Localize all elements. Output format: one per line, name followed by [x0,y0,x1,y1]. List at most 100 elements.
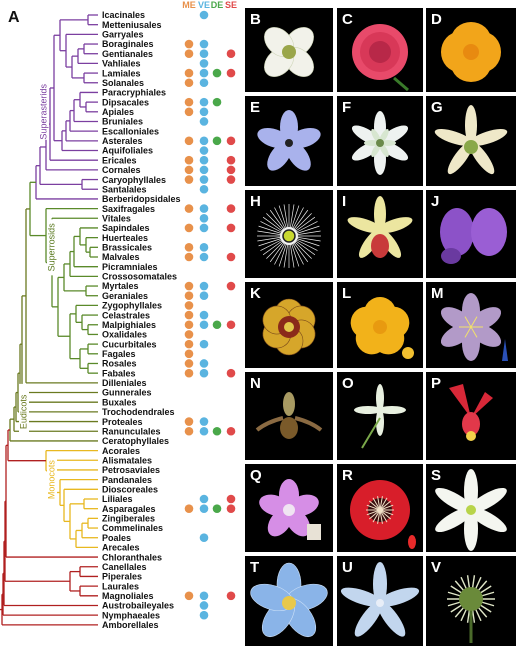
petal [259,494,291,517]
dot-ve [199,320,209,330]
order-label: Picramniales [102,262,158,272]
petal [257,128,291,149]
dot-ve [199,10,209,20]
order-label: Asterales [102,136,143,146]
petal [441,32,477,72]
dot-ve [199,184,209,194]
order-label: Proteales [102,417,143,427]
petal [469,129,508,146]
filament [366,504,381,511]
dot-de [212,426,222,436]
panel-letter: J [431,193,439,210]
dot-ve [199,310,209,320]
flower-illustration [449,384,493,441]
order-label: Laurales [102,581,139,591]
filament [379,496,383,511]
order-label: Magnoliales [102,591,154,601]
flower-panel-t: T [245,556,333,646]
dot-se [226,175,236,184]
flower-panel-q: Q [245,464,333,552]
panel-letter: E [250,99,260,116]
order-label: Apiales [102,107,134,117]
flower-illustration [347,196,413,258]
filament [372,509,381,523]
petal [377,217,413,234]
dot-me [184,591,194,601]
flower-illustration [255,392,323,439]
order-label: Garryales [102,30,144,40]
dot-me [184,281,194,291]
flower-illustration [354,384,406,449]
petal [354,406,382,414]
filament [368,509,381,520]
orchid-lip [371,234,389,258]
filament [379,509,383,524]
petal [354,600,383,637]
order-label: Cornales [102,165,141,175]
clade-label-bg [19,383,29,440]
flower-panel-n: N [245,372,333,460]
dot-ve [199,426,209,436]
panel-letter: M [431,285,444,302]
bud [402,347,414,359]
panel-letter: D [431,11,442,28]
flower-illustration [340,562,420,637]
panel-letter: G [431,99,443,116]
dot-me [184,136,194,146]
order-label: Nymphaeales [102,610,160,620]
petal [340,587,383,607]
flower-illustration [435,469,507,551]
order-label: Alismatales [102,455,152,465]
dot-de [212,97,222,107]
dot-ve [199,175,209,184]
flower-center [282,596,296,610]
dot-ve [199,155,209,165]
dot-se [226,281,236,291]
order-label: Celastrales [102,310,150,320]
clade-label-bg [39,83,49,140]
petal [376,384,384,412]
dot-ve [199,213,209,223]
order-label: Malpighiales [102,320,156,330]
order-label: Myrtales [102,281,139,291]
dot-de [212,68,222,78]
order-label: Dipsacales [102,97,149,107]
order-label: Bruniales [102,117,143,127]
flower-pistil [284,322,294,332]
petal [468,506,507,533]
flower-panel-v: V [426,556,516,646]
dot-ve [199,533,209,543]
flower-center [376,599,384,607]
petal [462,412,480,436]
petal [351,125,381,145]
flower-panel-u: U [337,556,423,646]
order-label: Ceratophyllales [102,436,169,446]
order-label: Santalales [102,184,147,194]
dot-me [184,175,194,184]
rose-inner [369,41,391,63]
flower-illustration [440,293,508,361]
flower-center [283,504,295,516]
order-label: Rosales [102,359,137,369]
flower-panels: B C D E F G H I J K L M N O P Q R S T U V [245,8,516,646]
dorsal-sepal [283,392,295,416]
dot-me [184,243,194,252]
dot-me [184,368,194,378]
dot-ve [199,78,209,88]
dot-ve [199,117,209,126]
filament [379,509,388,523]
dot-ve [199,252,209,262]
order-label: Malvales [102,252,140,262]
flower-illustration [350,480,416,549]
petal [373,562,387,606]
dot-ve [199,417,209,426]
expression-dots [184,10,236,620]
flower-illustration [262,298,316,356]
dot-me [184,320,194,330]
dot-me [184,97,194,107]
flower-illustration [441,22,501,82]
dot-ve [199,39,209,49]
order-label: Chloranthales [102,552,162,562]
panel-letter: N [250,375,261,392]
